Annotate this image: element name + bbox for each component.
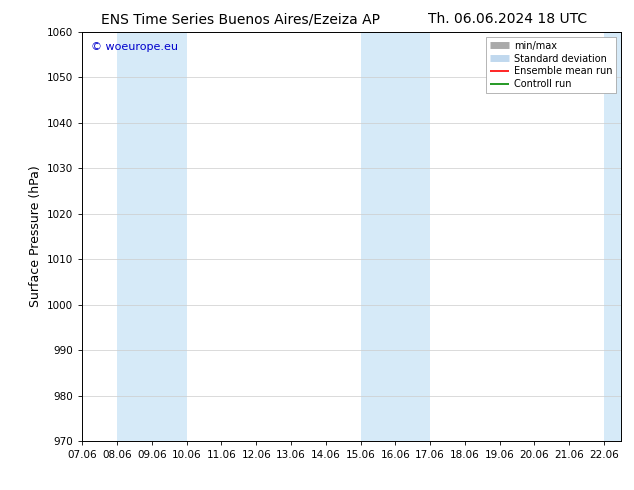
Legend: min/max, Standard deviation, Ensemble mean run, Controll run: min/max, Standard deviation, Ensemble me… xyxy=(486,37,616,93)
Text: © woeurope.eu: © woeurope.eu xyxy=(91,42,178,52)
Bar xyxy=(117,32,187,441)
Text: Th. 06.06.2024 18 UTC: Th. 06.06.2024 18 UTC xyxy=(428,12,586,26)
Bar xyxy=(604,32,621,441)
Text: ENS Time Series Buenos Aires/Ezeiza AP: ENS Time Series Buenos Aires/Ezeiza AP xyxy=(101,12,380,26)
Bar xyxy=(361,32,430,441)
Y-axis label: Surface Pressure (hPa): Surface Pressure (hPa) xyxy=(29,166,42,307)
